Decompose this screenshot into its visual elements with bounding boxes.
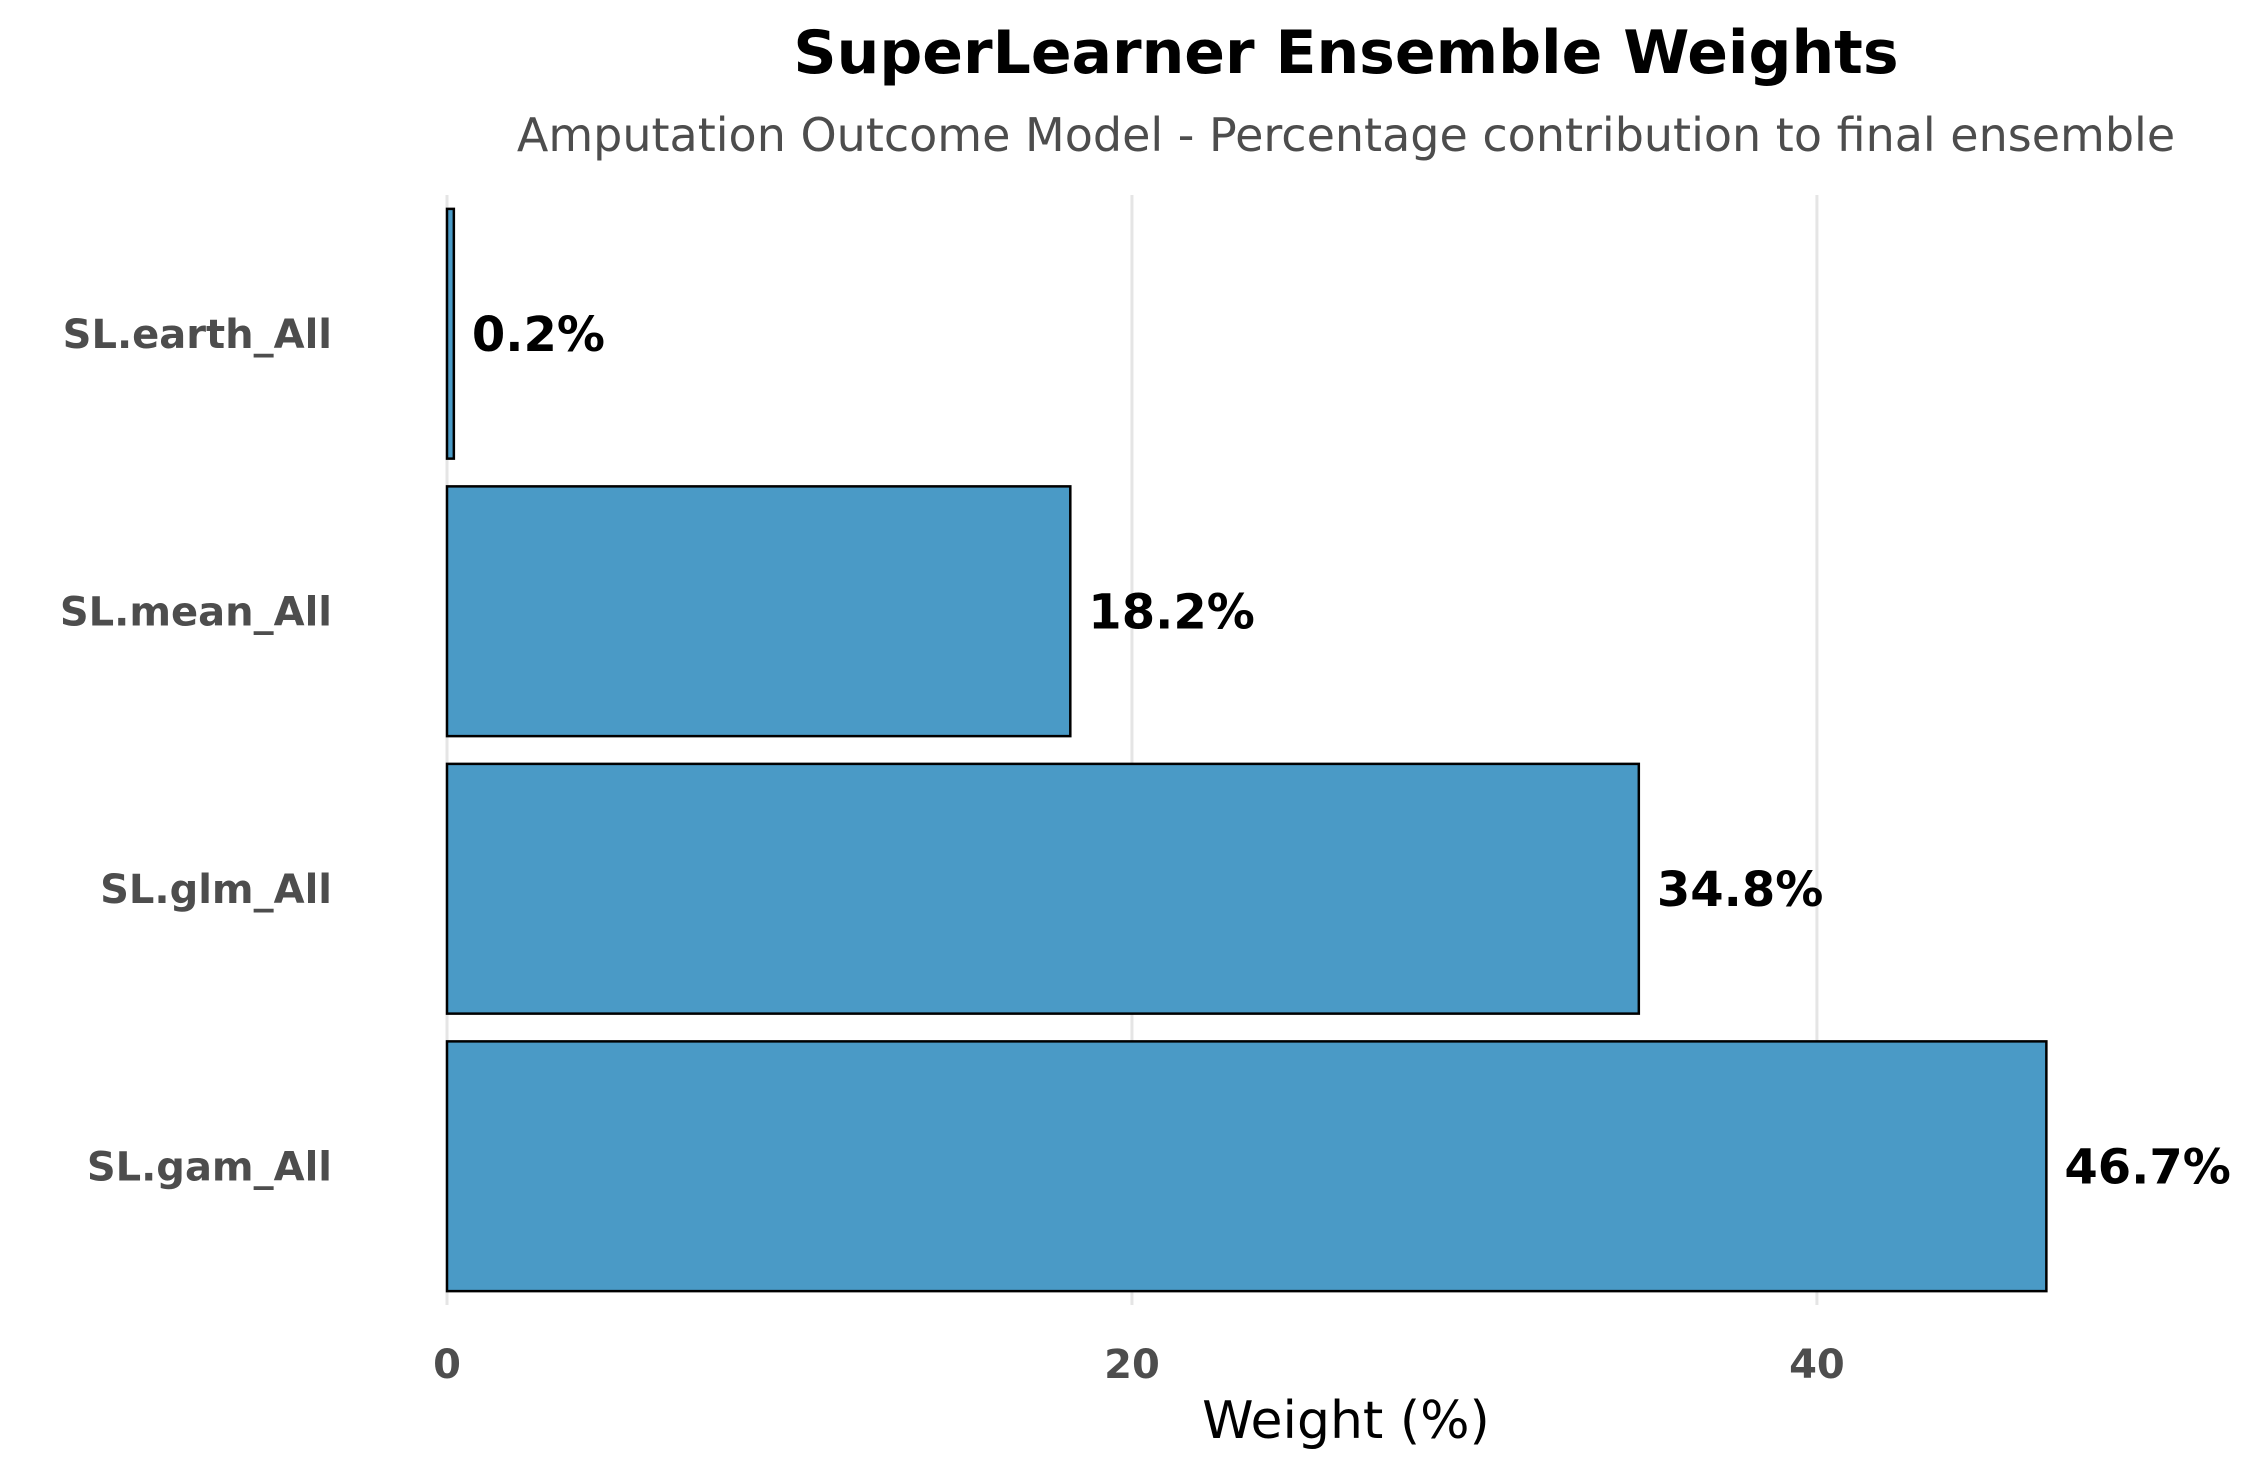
value-label-sl-mean-all: 18.2% [1088,584,1255,640]
value-label-sl-glm-all: 34.8% [1657,862,1824,918]
x-tick-label-0: 0 [433,1342,461,1388]
x-tick-label-20: 20 [1104,1342,1160,1388]
label-layer: 0 20 40 SL.earth_All 0.2% SL.mean_All 18.2% SL.… [60,307,2231,1388]
value-label-sl-gam-all: 46.7% [2064,1139,2231,1195]
category-label-sl-earth-all: SL.earth_All [63,312,332,358]
bar-layer [445,207,2048,1293]
chart-title: SuperLearner Ensemble Weights [793,18,1899,88]
x-tick-label-40: 40 [1789,1342,1845,1388]
category-label-sl-mean-all: SL.mean_All [60,589,332,635]
chart-subtitle: Amputation Outcome Model - Percentage co… [516,108,2176,162]
bar-sl-earth-all [445,207,456,460]
bar-sl-gam-all [445,1040,2048,1293]
x-axis-label: Weight (%) [1202,1391,1490,1451]
category-label-sl-gam-all: SL.gam_All [87,1144,332,1190]
category-label-sl-glm-all: SL.glm_All [100,867,332,913]
value-label-sl-earth-all: 0.2% [472,307,605,363]
bar-sl-glm-all [445,762,1641,1015]
bar-sl-mean-all [445,485,1072,738]
